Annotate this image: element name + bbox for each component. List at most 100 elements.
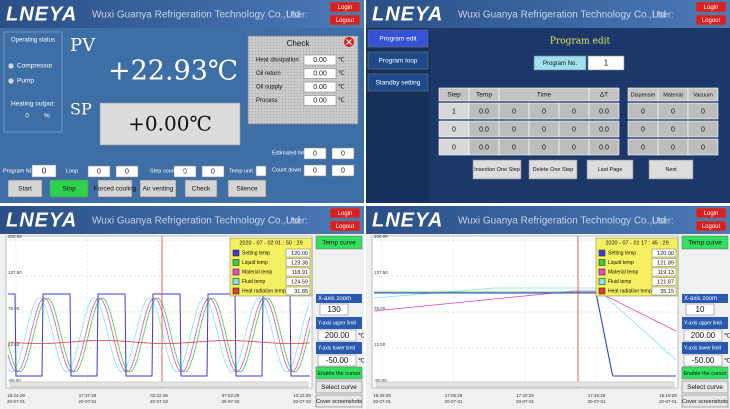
trend-curve (7, 297, 311, 373)
cursor-button[interactable] (315, 366, 363, 380)
x-tick-label: 20-07-02 (150, 399, 169, 404)
cursor-button[interactable] (681, 366, 729, 380)
action-button[interactable] (648, 159, 694, 180)
x-tick-label: 20-07-01 (659, 399, 678, 404)
y-tick-label: 12.50 (374, 342, 386, 347)
x-tick-label: 20-07-01 (373, 399, 392, 404)
login-button[interactable] (695, 1, 727, 13)
check-value-box (303, 68, 337, 79)
program-no-box (587, 55, 625, 71)
control-button[interactable] (227, 179, 267, 198)
legend-swatch (232, 287, 240, 295)
login-button-label: Login (338, 5, 353, 11)
table-cell-text: 0 (572, 144, 576, 151)
cursor-button-label: Enable the cursor (317, 371, 360, 377)
sp-label: SP (70, 100, 92, 119)
control-button[interactable] (7, 179, 43, 198)
temp-unit-box (255, 165, 267, 177)
limit-unit: ℃ (358, 359, 365, 365)
heating-value: 0 (25, 113, 29, 120)
table-cell-text: 1 (452, 108, 456, 115)
action-button[interactable] (528, 159, 578, 180)
trend-curve (7, 297, 311, 373)
logout-button[interactable] (695, 220, 727, 232)
action-button-label: Last Page (598, 167, 623, 173)
y-tick-label: -50.00 (8, 378, 21, 383)
legend-value: 35.15 (660, 289, 674, 295)
screenshot-button[interactable] (315, 394, 363, 408)
value-box (87, 165, 111, 178)
table-cell-text: 0 (452, 144, 456, 151)
login-button[interactable] (329, 1, 361, 13)
table-cell-text: 0.0 (479, 144, 489, 151)
login-button[interactable] (329, 207, 361, 219)
x-zoom-label-bg (316, 294, 362, 303)
legend-name: Heat radiation temp (608, 288, 652, 294)
legend-value-box (285, 248, 311, 258)
legend-time: 2020 - 07 - 01 17 : 45 : 29 (605, 240, 668, 246)
login-button[interactable] (695, 207, 727, 219)
legend-value-box (285, 267, 311, 277)
menu-button[interactable] (367, 73, 429, 92)
action-button[interactable] (586, 159, 634, 180)
pv-label: PV (70, 35, 96, 56)
logout-button[interactable] (695, 14, 727, 26)
x-tick-label: 16:29:29 (373, 393, 391, 398)
control-button[interactable] (97, 179, 133, 198)
x-tick-label: 20-07-01 (587, 399, 606, 404)
program-no-label[interactable] (533, 55, 587, 71)
user-label: User: (652, 9, 674, 19)
heating-unit: % (44, 113, 50, 120)
control-button[interactable] (184, 179, 218, 198)
action-button[interactable] (472, 159, 522, 180)
x-tick-label: 17:20:29 (516, 393, 534, 398)
menu-button[interactable] (367, 29, 429, 48)
sp-value: +0.00℃ (128, 112, 212, 136)
control-button[interactable] (49, 179, 89, 198)
menu-button[interactable] (367, 51, 429, 70)
table-cell-text: 0 (572, 108, 576, 115)
check-label: Oil supply (256, 85, 282, 91)
legend-value-box (285, 258, 311, 267)
select-curve-button[interactable] (315, 380, 363, 394)
x-zoom-label: X-axis zoom (684, 296, 717, 302)
table-header-text: Vacuum (693, 92, 713, 98)
program-no-label-label: Program No. (543, 61, 577, 67)
table-cell-text: 0 (542, 126, 546, 133)
temp-curve-button[interactable] (315, 235, 363, 250)
table-header (588, 87, 620, 102)
limit-box (317, 329, 357, 342)
logout-button[interactable] (329, 14, 361, 26)
limit-label: Y-axis lower limit (684, 345, 722, 351)
table-cell-text: 0 (542, 144, 546, 151)
page-title: Program edit (550, 37, 611, 47)
table-cell (588, 102, 620, 120)
select-curve-button[interactable] (681, 380, 729, 394)
check-label: Oil return (256, 71, 281, 77)
logout-button[interactable] (329, 220, 361, 232)
table-cell-text: 0.0 (479, 126, 489, 133)
y-tick-label: -50.00 (374, 378, 387, 383)
control-button-label: Check (192, 186, 211, 193)
legend-value-box (651, 258, 677, 267)
menu-button-label: Standby setting (376, 80, 421, 87)
user-label: User: (652, 215, 674, 225)
legend-name: Setting temp (242, 250, 270, 256)
legend-value-box (651, 248, 677, 258)
legend-value-box (651, 277, 677, 286)
value: 0 (313, 167, 317, 174)
table-cell-text: 0.0 (599, 108, 609, 115)
x-zoom-box (685, 303, 715, 316)
table-cell-text: 0 (641, 108, 645, 115)
x-tick-label: 20-07-02 (221, 399, 240, 404)
header-bar (366, 0, 730, 28)
value-box (331, 147, 355, 160)
panel: LNEYA Wuxi Guanya Refrigeration Technolog… (366, 0, 730, 203)
temp-curve-button[interactable] (681, 235, 729, 250)
y-tick-label: 137.50 (374, 270, 388, 275)
legend-value: 123.38 (291, 260, 308, 266)
screenshot-button[interactable] (681, 394, 729, 408)
temp-unit-label: Temp unit (229, 168, 253, 174)
control-button[interactable] (139, 179, 177, 198)
logo: LNEYA (6, 3, 77, 25)
